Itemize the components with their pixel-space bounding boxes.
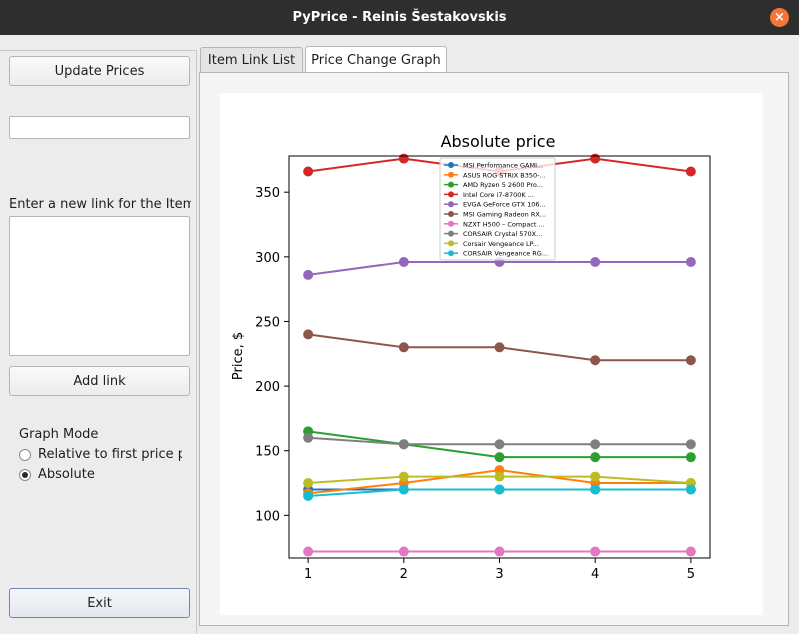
data-point [590,546,601,557]
x-tick-label: 2 [400,567,408,582]
window-titlebar: PyPrice - Reinis Šestakovskis × [0,0,799,35]
legend-entry: CORSAIR Vengeance RG... [463,250,548,258]
close-icon[interactable]: × [770,8,789,27]
chart-title: Absolute price [441,132,556,151]
x-tick-label: 1 [304,567,312,582]
exit-button[interactable]: Exit [9,588,190,618]
radio-label-absolute: Absolute [38,467,95,482]
price-chart: Absolute price Price, $ 1 2 3 4 5 100 150 200 25… [231,132,711,582]
data-point [303,546,314,557]
radio-relative-mode[interactable]: Relative to first price pc [19,447,182,462]
legend-swatch-marker [448,181,454,188]
legend-entry: ASUS ROG STRIX B350-... [463,171,546,179]
data-point [494,439,505,450]
x-tick-label: 4 [591,567,599,582]
data-point [494,546,505,557]
legend-swatch-marker [448,240,454,247]
data-point [685,166,696,177]
data-point [303,478,314,489]
add-link-button[interactable]: Add link [9,366,190,396]
update-prices-button[interactable]: Update Prices [9,56,190,86]
search-input[interactable] [9,116,190,139]
new-link-textarea[interactable] [9,216,190,356]
radio-button-absolute[interactable] [19,468,31,481]
data-point [398,546,409,557]
legend-entry: Corsair Vengeance LP... [463,240,539,248]
legend-entry: MSI Gaming Radeon RX... [463,211,546,219]
data-point [590,355,601,366]
x-tick-label: 5 [687,567,695,582]
series-6 [303,329,696,366]
tab-price-change-graph[interactable]: Price Change Graph [305,46,447,73]
data-point [590,452,601,463]
legend-swatch-marker [448,162,454,168]
data-point [685,452,696,463]
y-tick-label: 150 [255,445,280,460]
data-point [398,256,409,267]
legend-entry: MSI Performance GAMI... [463,162,543,170]
data-point [494,452,505,463]
x-tick-label: 3 [495,567,503,582]
legend-swatch-marker [448,191,454,198]
series-7 [303,546,696,557]
data-point [494,471,505,482]
data-point [398,471,409,482]
data-point [303,269,314,280]
y-tick-label: 100 [255,509,280,524]
data-point [398,342,409,353]
legend-entry: NZXT H500 – Compact ... [463,220,545,228]
window-title: PyPrice - Reinis Šestakovskis [292,10,507,25]
data-point [685,546,696,557]
radio-button-relative[interactable] [19,448,31,461]
data-point [398,439,409,450]
data-point [590,471,601,482]
legend-box [439,157,556,261]
data-point [685,439,696,450]
tab-item-link-list[interactable]: Item Link List [200,47,303,73]
y-tick-label: 250 [255,315,280,330]
y-tick-label: 300 [255,251,280,266]
data-point [398,484,409,495]
data-point [590,153,601,164]
y-tick-label: 350 [255,186,280,201]
data-point [685,484,696,495]
y-tick-label: 200 [255,380,280,395]
left-panel [0,50,197,634]
data-point [590,439,601,450]
legend-swatch-marker [448,211,454,217]
legend-entry: Intel Core i7-8700K ... [463,191,534,199]
legend-swatch-marker [448,201,454,208]
data-point [303,490,314,501]
graph-mode-label: Graph Mode [19,427,99,442]
legend-swatch-marker [448,171,454,178]
data-point [303,329,314,340]
legend-entry: AMD Ryzen 5 2600 Pro... [463,181,543,189]
price-graph-pane: Absolute price Price, $ 1 2 3 4 5 100 150 200 25… [199,72,789,626]
data-point [685,256,696,267]
legend-swatch-marker [448,220,454,227]
radio-absolute-mode[interactable]: Absolute [19,467,182,482]
new-link-label: Enter a new link for the Item L [9,197,191,212]
chart-canvas: Absolute price Price, $ 1 2 3 4 5 100 150 200 25… [220,93,763,615]
data-point [303,166,314,177]
data-point [398,153,409,164]
chart-ylabel: Price, $ [231,332,246,380]
data-point [685,355,696,366]
radio-label-relative: Relative to first price pc [38,447,182,462]
data-point [494,342,505,353]
plot-frame [288,155,711,559]
legend-entry: CORSAIR Crystal 570X... [463,230,542,238]
series-5 [303,256,696,280]
series-8 [303,432,696,450]
data-point [303,432,314,443]
legend-swatch-marker [448,250,454,257]
legend-entry: EVGA GeForce GTX 106... [463,201,546,209]
data-point [590,484,601,495]
data-point [590,256,601,267]
series-10 [303,484,696,501]
legend-swatch-marker [448,230,454,237]
data-point [494,484,505,495]
